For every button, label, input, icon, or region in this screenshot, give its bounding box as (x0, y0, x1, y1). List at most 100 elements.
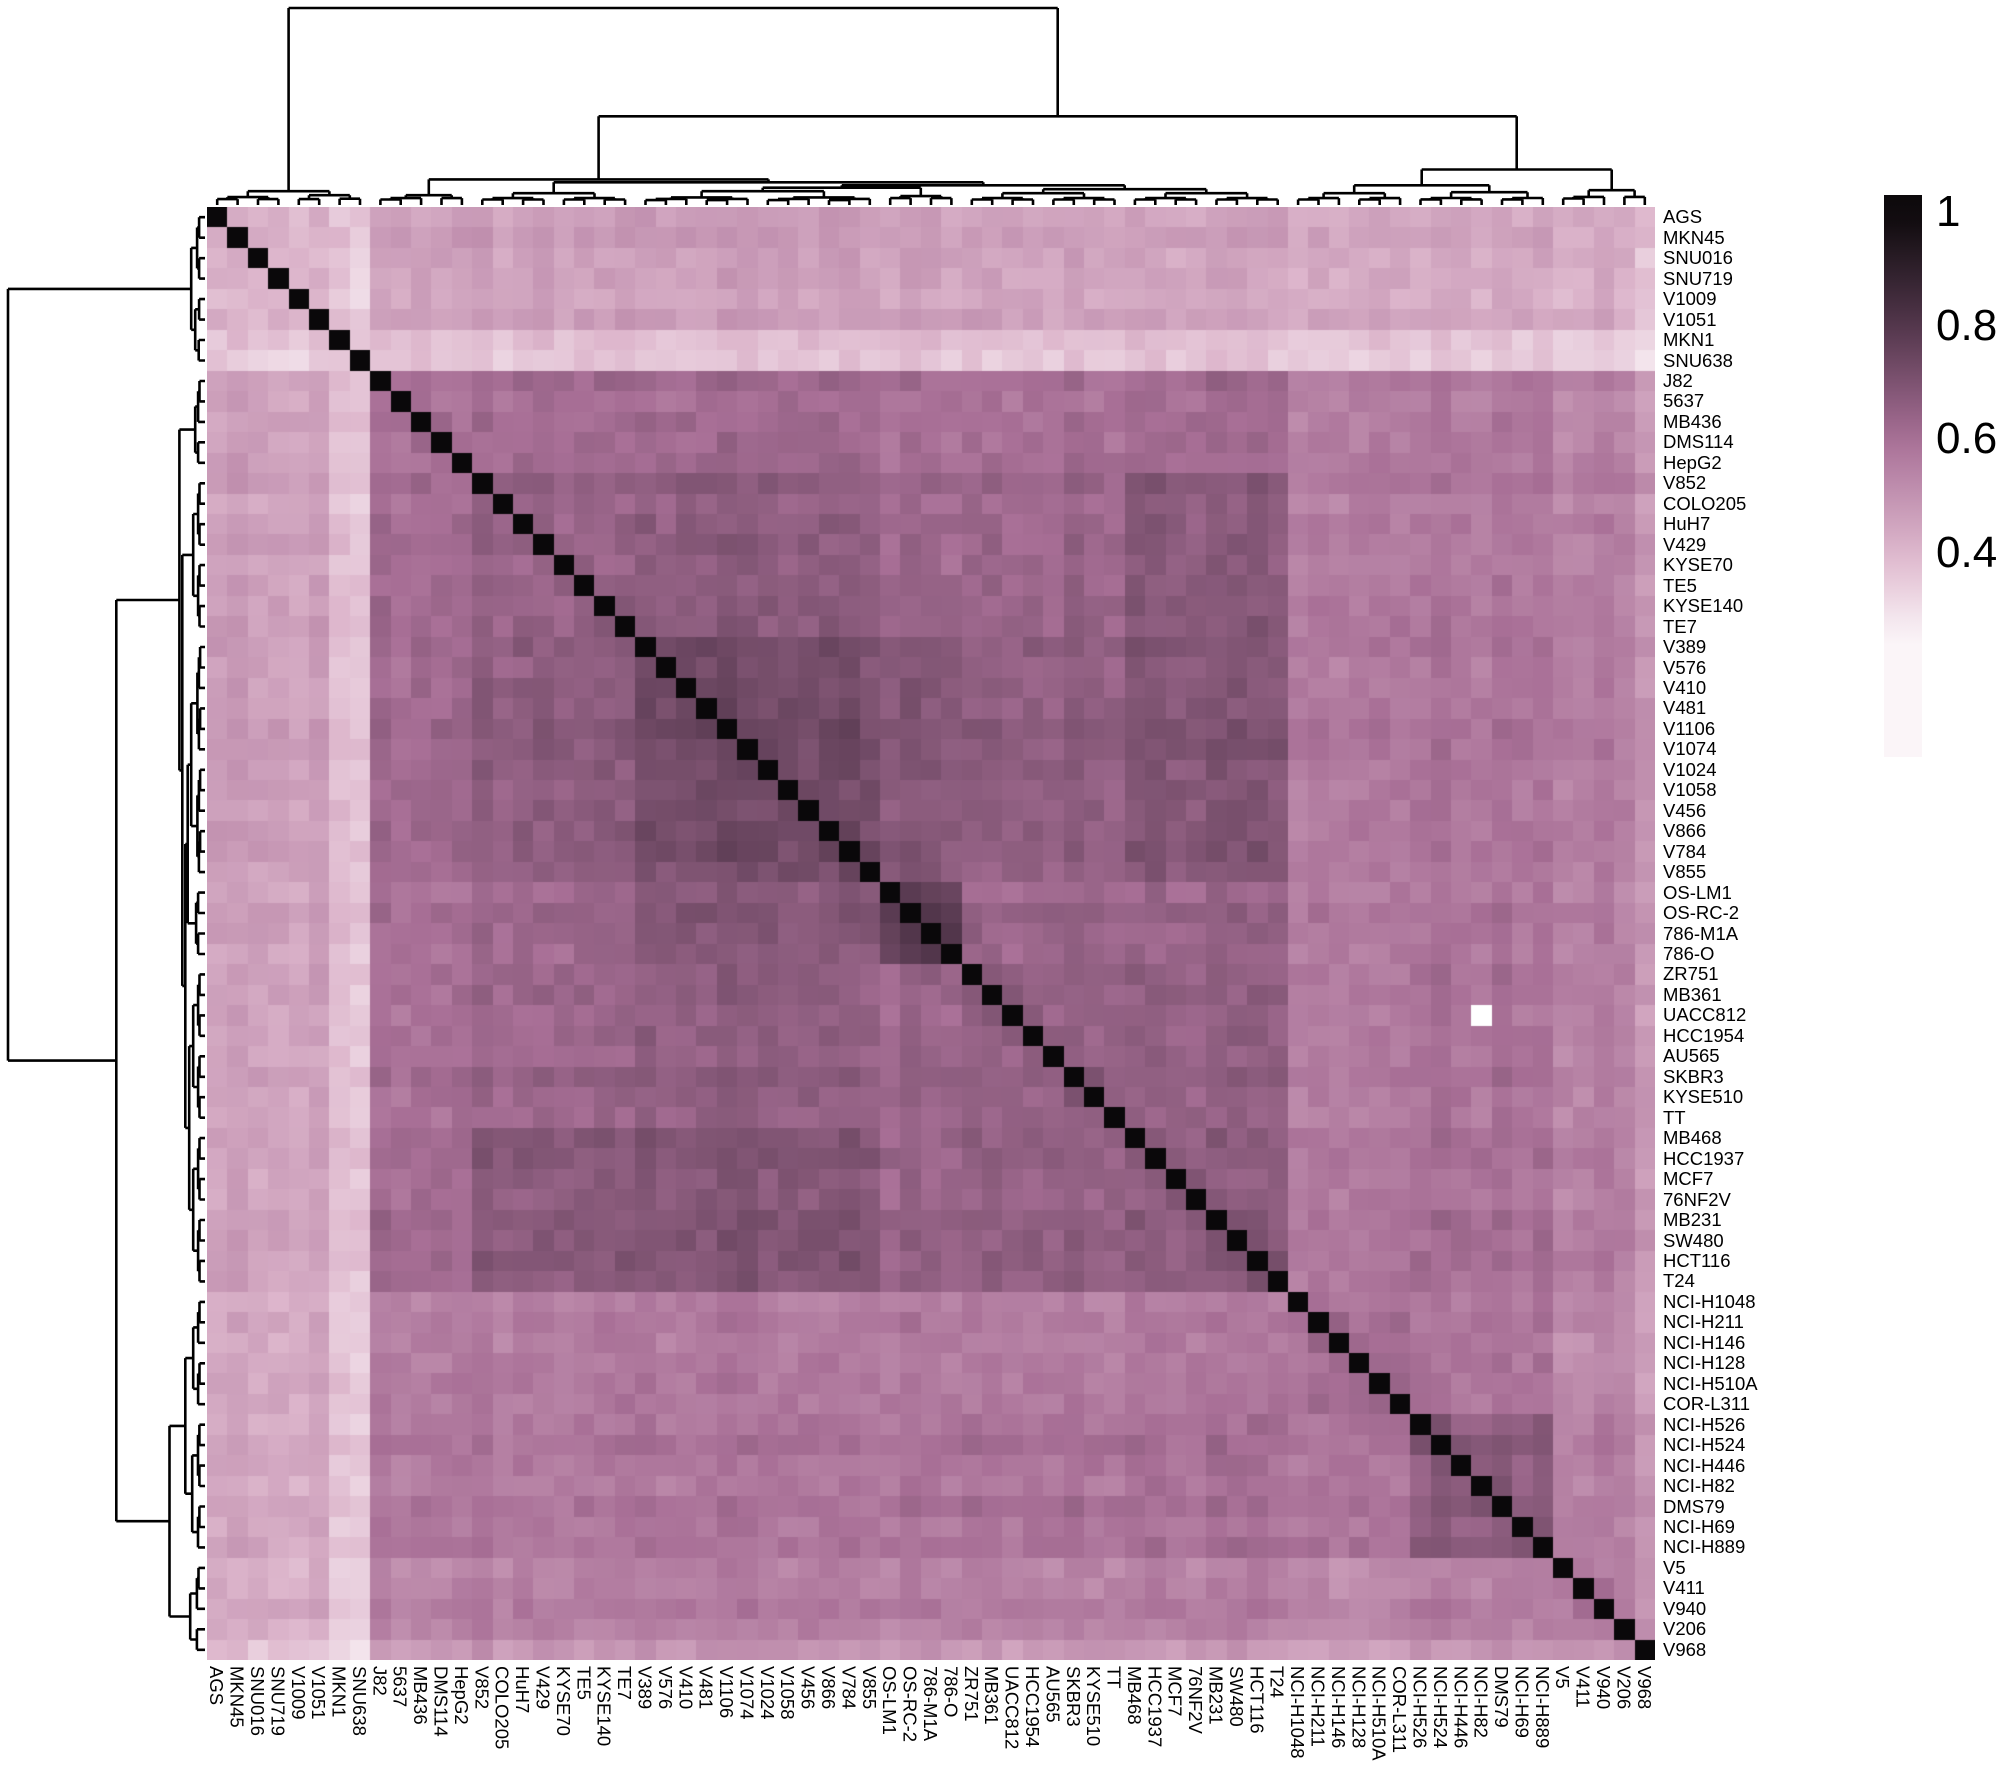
row-label: HCT116 (1663, 1249, 1731, 1271)
col-label: DMS114 (430, 1666, 452, 1737)
row-label: MB361 (1663, 983, 1722, 1005)
row-label: SW480 (1663, 1229, 1724, 1251)
col-label: V429 (532, 1666, 554, 1710)
row-label: V855 (1663, 861, 1707, 883)
col-label: COR-L311 (1389, 1666, 1411, 1754)
row-label: NCI-H1048 (1663, 1290, 1756, 1312)
col-label: 5637 (389, 1666, 411, 1708)
row-label: HepG2 (1663, 451, 1722, 473)
row-label: MKN45 (1663, 226, 1725, 248)
col-label: T24 (1266, 1666, 1288, 1698)
row-label: DMS114 (1663, 431, 1734, 453)
col-label: V411 (1572, 1666, 1594, 1708)
col-label: V968 (1633, 1666, 1655, 1710)
col-label: V1106 (716, 1666, 738, 1719)
colorbar-tick-label: 1 (1936, 187, 1961, 236)
col-label: V1009 (287, 1666, 309, 1720)
row-label: NCI-H128 (1663, 1352, 1746, 1374)
row-label: AGS (1663, 206, 1703, 228)
row-label: V206 (1663, 1618, 1707, 1640)
row-label: V1024 (1663, 758, 1717, 780)
row-label: V410 (1663, 676, 1707, 698)
col-label: V866 (818, 1666, 839, 1710)
row-label: NCI-H69 (1663, 1516, 1735, 1537)
col-label: DMS79 (1491, 1666, 1512, 1728)
row-label: SNU016 (1663, 247, 1733, 269)
row-label: KYSE140 (1663, 595, 1744, 617)
col-label: MB436 (410, 1666, 432, 1725)
col-label: NCI-H211 (1307, 1666, 1329, 1747)
row-label: AU565 (1663, 1045, 1720, 1067)
row-label: V968 (1663, 1638, 1707, 1660)
col-label: TE5 (573, 1666, 595, 1700)
row-label: V1058 (1663, 779, 1717, 801)
row-label: NCI-H524 (1663, 1434, 1746, 1456)
col-label: SW480 (1225, 1666, 1247, 1727)
col-label: 76NF2V (1185, 1666, 1207, 1734)
row-label: MB436 (1663, 410, 1722, 432)
row-label: MCF7 (1663, 1168, 1714, 1190)
row-label: V1074 (1663, 738, 1717, 760)
col-label: AGS (206, 1666, 228, 1706)
row-label: V1009 (1663, 288, 1717, 310)
col-label: V576 (654, 1666, 676, 1710)
col-label: MCF7 (1164, 1666, 1186, 1717)
col-label: SNU016 (247, 1666, 268, 1736)
col-label: SNU719 (267, 1666, 289, 1736)
col-label: V5 (1552, 1666, 1574, 1689)
col-label: SNU638 (349, 1666, 370, 1736)
col-label: HepG2 (450, 1666, 472, 1725)
col-label: V410 (675, 1666, 697, 1710)
col-label: V852 (471, 1666, 493, 1710)
col-label: MB231 (1205, 1666, 1227, 1725)
row-label: SNU719 (1663, 267, 1733, 289)
col-label: NCI-H889 (1531, 1666, 1553, 1749)
correlation-heatmap (207, 207, 1655, 1660)
col-label: V1024 (756, 1666, 778, 1720)
row-label: DMS79 (1663, 1495, 1725, 1517)
row-label: 76NF2V (1663, 1188, 1731, 1210)
row-label: NCI-H526 (1663, 1413, 1746, 1435)
col-label: HCC1954 (1022, 1666, 1043, 1748)
row-label: T24 (1663, 1270, 1695, 1292)
row-label: NCI-H146 (1663, 1331, 1746, 1353)
row-label: SKBR3 (1663, 1065, 1724, 1087)
row-label: V940 (1663, 1597, 1707, 1619)
row-label: COLO205 (1663, 492, 1747, 514)
row-label: HCC1937 (1663, 1147, 1745, 1169)
row-label: V784 (1663, 840, 1707, 862)
row-label: NCI-H889 (1663, 1536, 1746, 1558)
col-label: OS-LM1 (879, 1666, 901, 1735)
col-label: V940 (1593, 1666, 1614, 1710)
col-label: TE7 (614, 1666, 636, 1700)
row-label: MB231 (1663, 1209, 1722, 1230)
col-label: ZR751 (960, 1666, 982, 1722)
col-label: AU565 (1042, 1666, 1064, 1723)
col-label: NCI-H524 (1429, 1666, 1451, 1749)
colorbar-tick-label: 0.4 (1936, 527, 1998, 577)
col-label: MKN45 (226, 1666, 248, 1728)
col-label: NCI-H82 (1470, 1666, 1492, 1738)
row-labels: AGS MKN45 SNU016 SNU719 V1009 V1051 MKN1 SNU638… (1663, 207, 1893, 1660)
col-label: V1074 (736, 1666, 758, 1720)
color-scale-legend: 1 0.8 0.6 0.4 (1884, 188, 2000, 795)
col-label: HuH7 (512, 1666, 534, 1714)
col-label: NCI-H1048 (1287, 1666, 1309, 1759)
col-label: MB361 (981, 1666, 1003, 1725)
row-label: MB468 (1663, 1127, 1722, 1149)
row-label: ZR751 (1663, 963, 1719, 985)
col-label: NCI-H128 (1348, 1666, 1370, 1749)
col-label: V1051 (308, 1666, 330, 1720)
col-label: NCI-H146 (1327, 1666, 1349, 1749)
colorbar-gradient (1884, 195, 1922, 757)
row-label: V429 (1663, 533, 1707, 555)
row-label: TE5 (1663, 574, 1697, 596)
row-label: UACC812 (1663, 1004, 1747, 1026)
row-label: KYSE70 (1663, 554, 1733, 576)
row-label: V5 (1663, 1556, 1686, 1578)
row-label: V1051 (1663, 308, 1717, 330)
colorbar-tick-label: 0.8 (1936, 300, 1998, 350)
col-label: UACC812 (1001, 1666, 1023, 1750)
row-label: V1106 (1663, 717, 1716, 739)
row-label: V456 (1663, 799, 1707, 821)
